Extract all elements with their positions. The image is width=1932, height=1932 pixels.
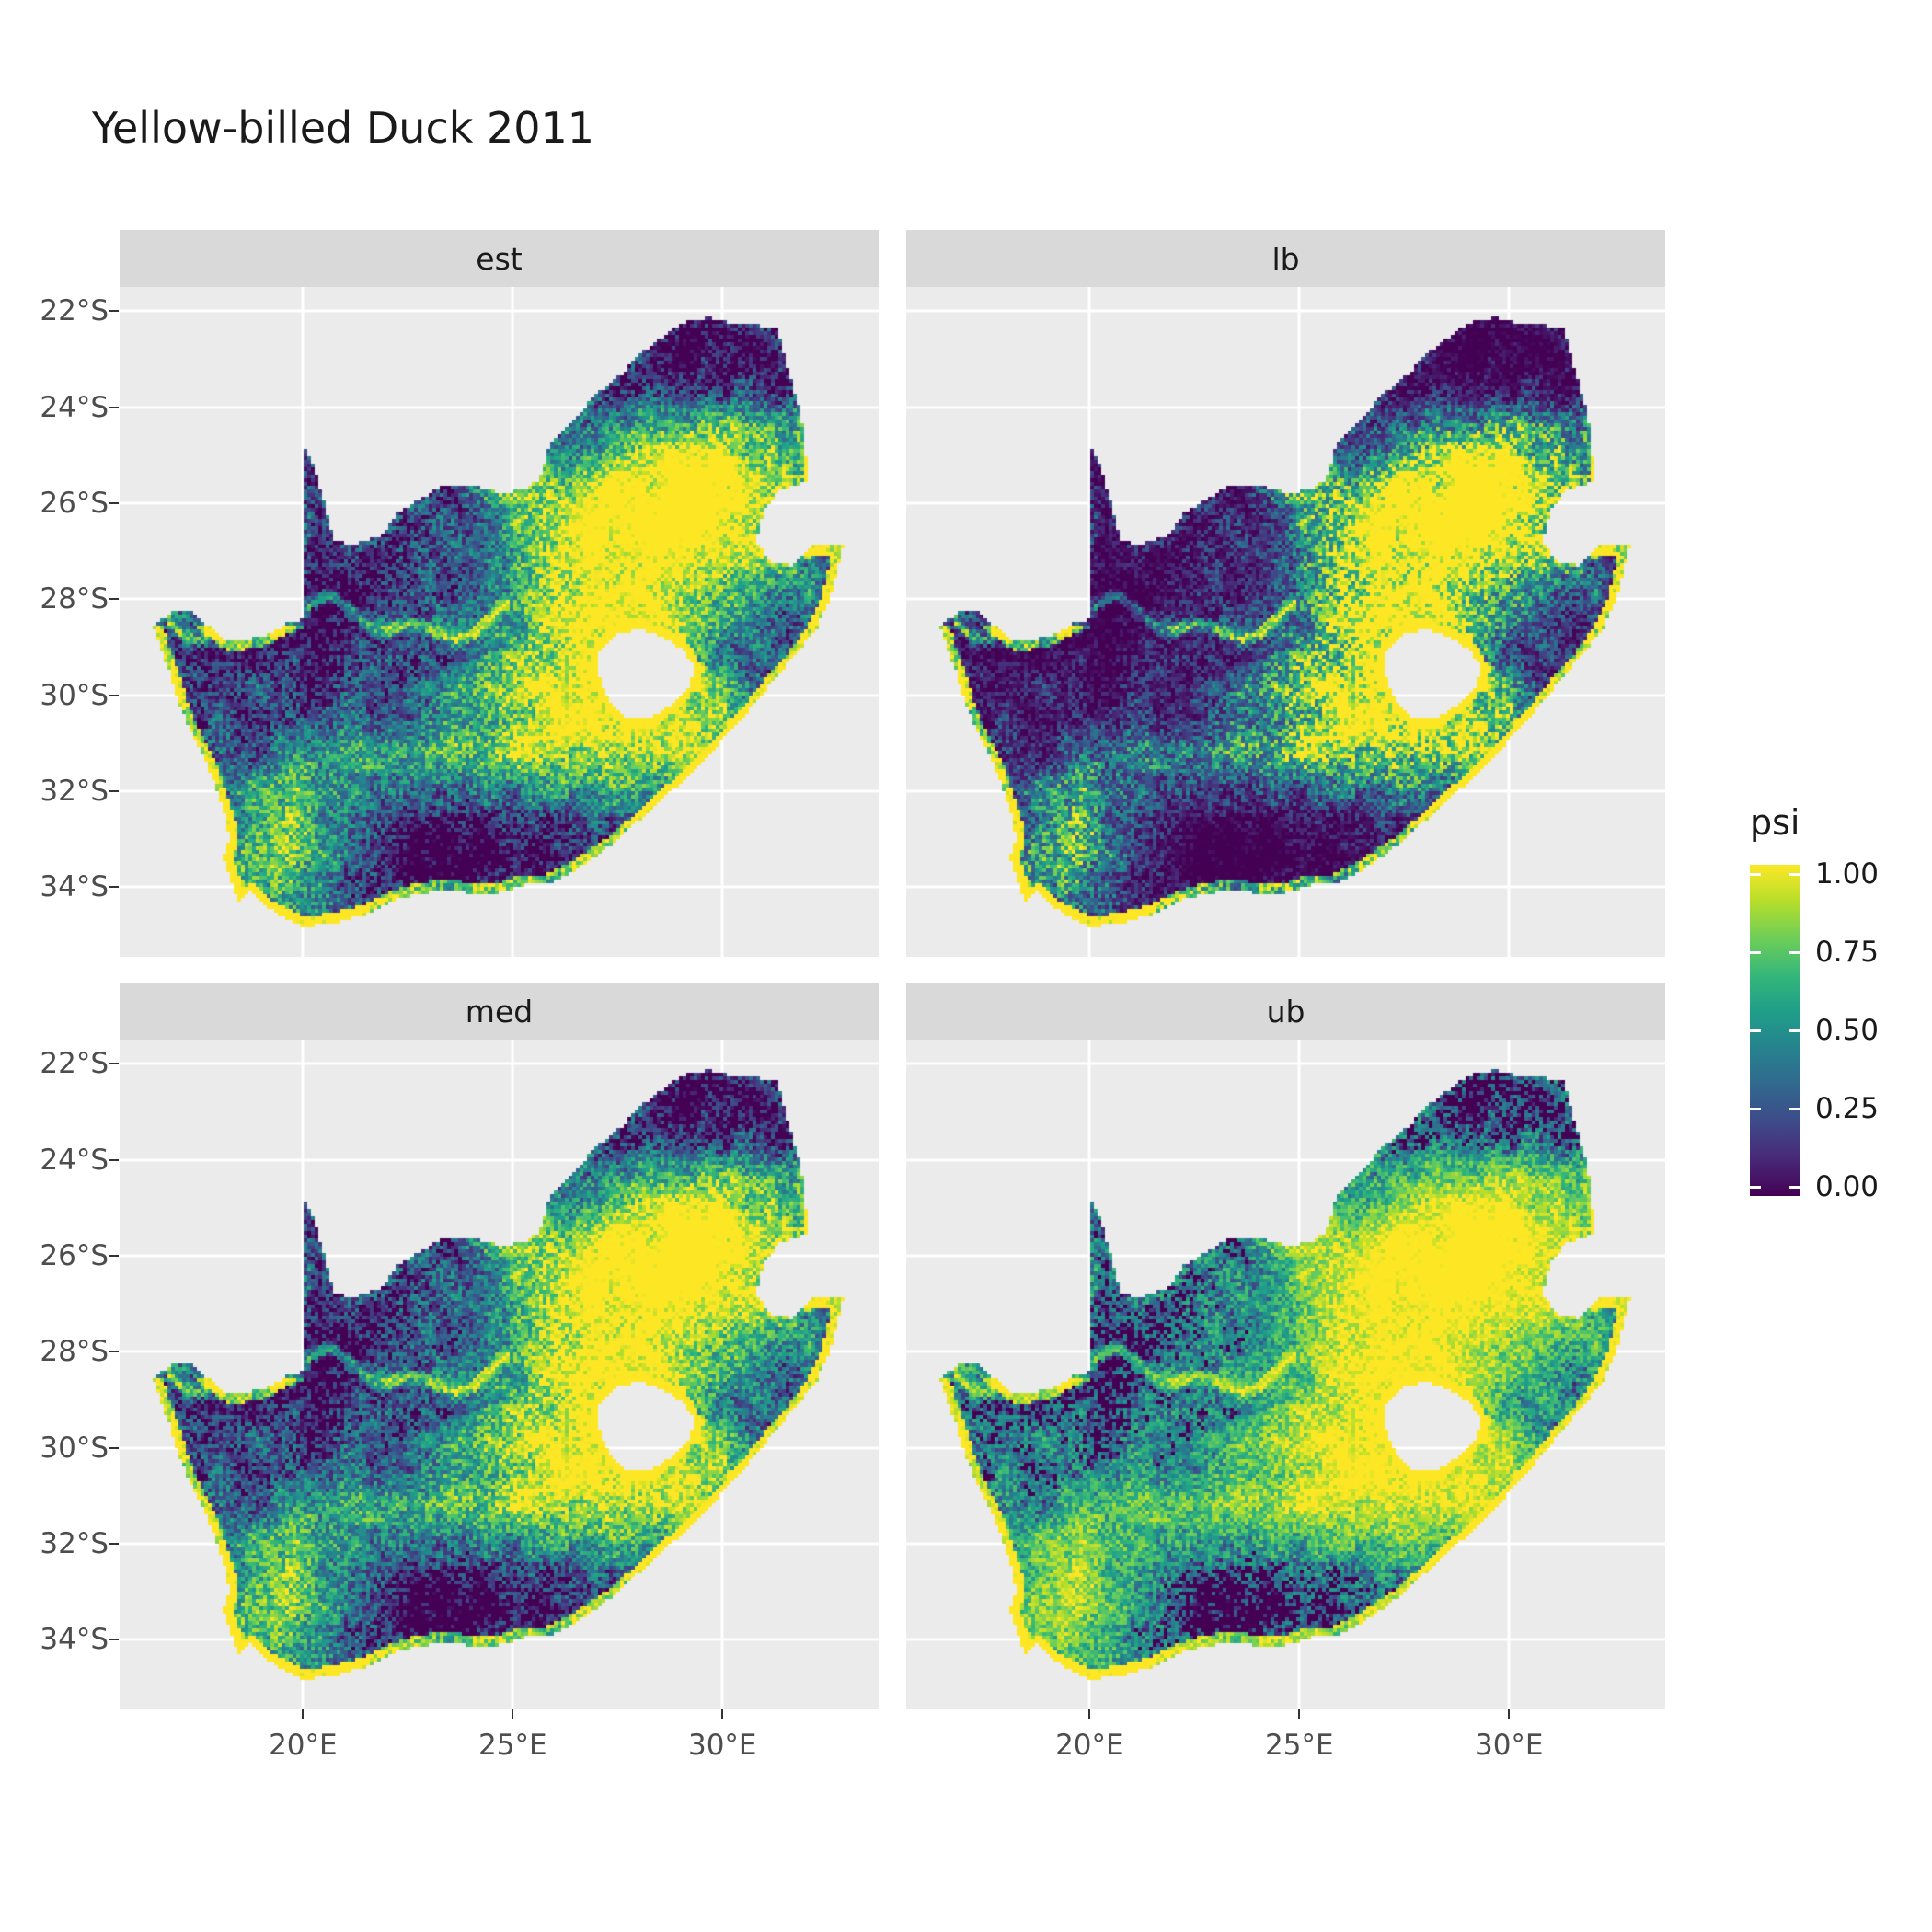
- legend-tick-mark: [1789, 950, 1800, 954]
- facet-panel-lb: lb: [906, 230, 1665, 957]
- y-tick-label: 22°S: [40, 1047, 109, 1081]
- y-tick-mark: [109, 789, 119, 792]
- legend-tick-label: 0.25: [1815, 1092, 1880, 1125]
- x-tick-label: 20°E: [269, 1729, 338, 1762]
- legend-tick-mark: [1750, 872, 1761, 876]
- y-tick-mark: [109, 1351, 119, 1353]
- x-tick-label: 30°E: [687, 1729, 757, 1762]
- y-tick-label: 24°S: [40, 390, 109, 424]
- x-tick-label: 25°E: [1265, 1729, 1334, 1762]
- x-tick-mark: [1298, 1709, 1301, 1719]
- facet-strip-ub: ub: [906, 983, 1665, 1040]
- y-tick-mark: [109, 1542, 119, 1545]
- x-tick-mark: [1088, 1709, 1091, 1719]
- x-tick-label: 25°E: [478, 1729, 547, 1762]
- x-tick-label: 20°E: [1055, 1729, 1124, 1762]
- legend-tick-label: 0.50: [1815, 1014, 1880, 1047]
- y-tick-mark: [109, 1063, 119, 1065]
- legend-tick-mark: [1789, 872, 1800, 876]
- y-tick-mark: [109, 1158, 119, 1161]
- y-tick-label: 26°S: [40, 1238, 109, 1272]
- y-tick-label: 28°S: [40, 1335, 109, 1369]
- y-tick-mark: [109, 1639, 119, 1641]
- y-tick-mark: [109, 1446, 119, 1449]
- x-tick-mark: [512, 1709, 514, 1719]
- facet-panel-ub: ub: [906, 983, 1665, 1709]
- y-tick-mark: [109, 406, 119, 408]
- legend-tick-mark: [1750, 1185, 1761, 1189]
- x-tick-label: 30°E: [1474, 1729, 1544, 1762]
- x-tick-mark: [1508, 1709, 1511, 1719]
- plot-title: Yellow-billed Duck 2011: [92, 103, 595, 153]
- legend-tick-label: 1.00: [1815, 857, 1880, 891]
- legend-title: psi: [1750, 802, 1800, 843]
- facet-strip-label: med: [465, 993, 534, 1029]
- map-canvas-med: [120, 1040, 879, 1709]
- y-tick-label: 32°S: [40, 774, 109, 808]
- y-tick-mark: [109, 886, 119, 889]
- facet-panel-med: med: [120, 983, 879, 1709]
- legend-tick-mark: [1789, 1029, 1800, 1032]
- facet-strip-lb: lb: [906, 230, 1665, 287]
- y-tick-label: 30°S: [40, 1431, 109, 1465]
- legend-tick-mark: [1750, 1107, 1761, 1110]
- y-tick-mark: [109, 1254, 119, 1257]
- y-tick-label: 26°S: [40, 486, 109, 520]
- legend-tick-label: 0.75: [1815, 936, 1880, 969]
- facet-strip-label: est: [476, 240, 523, 277]
- y-tick-label: 24°S: [40, 1143, 109, 1177]
- y-tick-label: 34°S: [40, 870, 109, 904]
- y-tick-label: 22°S: [40, 294, 109, 328]
- map-canvas-lb: [906, 287, 1665, 957]
- legend-tick-label: 0.00: [1815, 1170, 1880, 1203]
- facet-panel-est: est: [120, 230, 879, 957]
- y-tick-label: 28°S: [40, 582, 109, 616]
- y-tick-label: 30°S: [40, 678, 109, 712]
- map-canvas-ub: [906, 1040, 1665, 1709]
- facet-strip-med: med: [120, 983, 879, 1040]
- y-tick-mark: [109, 694, 119, 696]
- y-tick-mark: [109, 598, 119, 601]
- map-canvas-est: [120, 287, 879, 957]
- y-tick-mark: [109, 310, 119, 313]
- legend-tick-mark: [1789, 1185, 1800, 1189]
- facet-strip-label: ub: [1266, 993, 1305, 1029]
- legend-tick-mark: [1750, 1029, 1761, 1032]
- y-tick-label: 34°S: [40, 1623, 109, 1657]
- y-tick-label: 32°S: [40, 1526, 109, 1560]
- legend-tick-mark: [1750, 950, 1761, 954]
- legend-tick-mark: [1789, 1107, 1800, 1110]
- facet-strip-est: est: [120, 230, 879, 287]
- x-tick-mark: [721, 1709, 724, 1719]
- y-tick-mark: [109, 501, 119, 504]
- x-tick-mark: [302, 1709, 305, 1719]
- facet-strip-label: lb: [1271, 240, 1300, 277]
